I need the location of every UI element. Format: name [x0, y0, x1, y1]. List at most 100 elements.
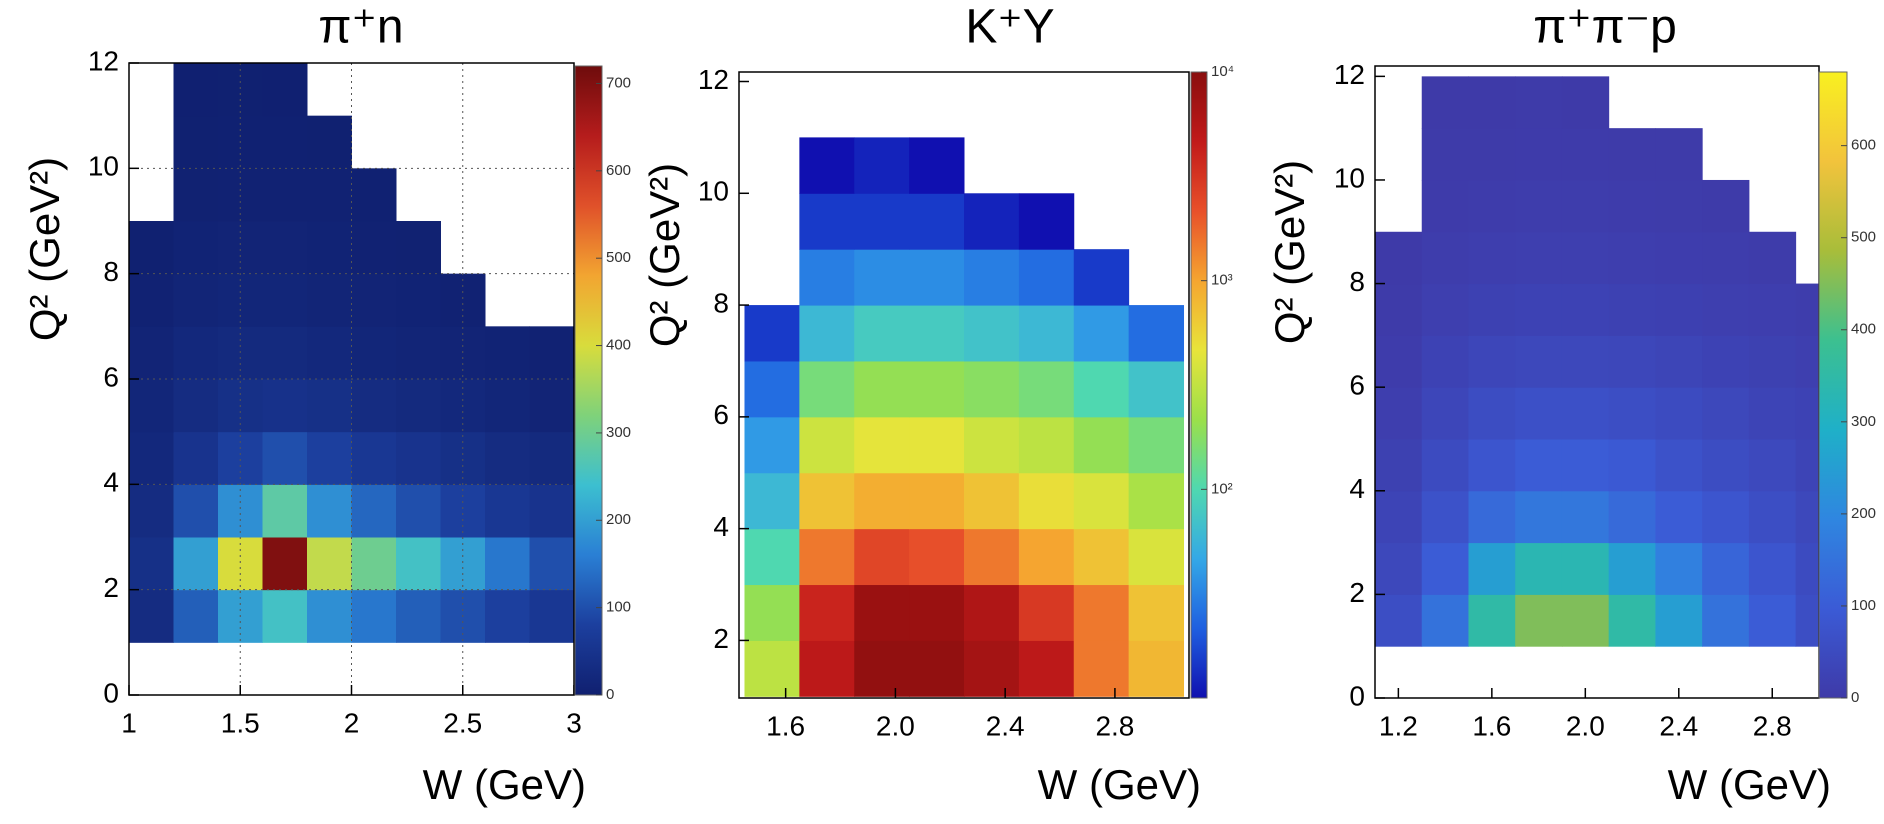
heatmap-cell — [485, 589, 530, 643]
y-tick-label: 8 — [103, 256, 119, 287]
x-tick-label: 2.4 — [1659, 710, 1698, 741]
heatmap-cell — [1702, 179, 1750, 233]
heatmap-cell — [1128, 584, 1185, 641]
heatmap-cell — [262, 115, 308, 169]
heatmap-cell — [799, 416, 855, 474]
y-tick-label: 6 — [713, 399, 729, 430]
heatmap-cell — [351, 589, 397, 643]
heatmap-cell — [1608, 128, 1656, 181]
heatmap-cell — [964, 472, 1020, 530]
heatmap-cell — [173, 326, 219, 380]
heatmap-cell — [396, 379, 441, 433]
heatmap-cell — [854, 416, 910, 474]
y-tick-label: 6 — [103, 361, 119, 392]
heatmap-cell — [1073, 305, 1130, 362]
heatmap-cell — [1515, 231, 1563, 285]
heatmap-cell — [1561, 76, 1610, 129]
heatmap-cell — [129, 379, 174, 433]
heatmap-cell — [1702, 387, 1750, 440]
x-tick-label: 2.0 — [876, 710, 915, 741]
heatmap-cell — [1018, 584, 1075, 641]
heatmap-cell — [529, 484, 575, 538]
x-tick-label: 1.6 — [1472, 710, 1511, 741]
colorbar-tick-label: 300 — [606, 424, 631, 441]
heatmap-cell — [307, 221, 352, 275]
heatmap-cell — [744, 528, 800, 586]
heatmap-cell — [396, 589, 441, 643]
heatmap-cell — [351, 273, 397, 327]
colorbar-tick-label: 10⁴ — [1211, 63, 1234, 80]
heatmap-cell — [744, 640, 800, 697]
heatmap-cell — [1515, 179, 1563, 233]
heatmap-cell — [799, 360, 855, 418]
heatmap-cell — [1795, 594, 1820, 647]
heatmap-cell — [799, 193, 855, 250]
heatmap-cell — [218, 537, 263, 591]
heatmap-cell — [1515, 490, 1563, 544]
heatmap-cell — [854, 640, 910, 697]
heatmap-cell — [1515, 438, 1563, 492]
heatmap-cell — [1515, 283, 1563, 336]
heatmap-cell — [173, 484, 219, 538]
y-tick-label: 2 — [103, 572, 119, 603]
heatmap-cell — [396, 431, 441, 485]
heatmap-cell — [307, 589, 352, 643]
heatmap-cell — [799, 137, 855, 194]
x-tick-label: 2.8 — [1095, 710, 1134, 741]
heatmap-cell — [351, 168, 397, 222]
heatmap-cell — [307, 273, 352, 327]
heatmap-cell — [1421, 335, 1469, 388]
x-tick-label: 1.5 — [221, 707, 260, 738]
heatmap-cell — [529, 537, 575, 591]
heatmap-cell — [1468, 335, 1516, 388]
heatmap-cell — [1421, 76, 1469, 129]
colorbar-tick-label: 700 — [606, 74, 631, 91]
heatmap-cell — [129, 221, 174, 275]
heatmap-cell — [1375, 335, 1423, 388]
x-tick-label: 2 — [344, 707, 360, 738]
heatmap-cell — [218, 63, 263, 117]
heatmap-cell — [1421, 594, 1469, 647]
y-axis-label: Q² (GeV²) — [641, 163, 688, 347]
heatmap-cell — [1515, 128, 1563, 181]
heatmap-cell — [1128, 640, 1185, 697]
heatmap-cell — [440, 537, 486, 591]
heatmap-cell — [1421, 179, 1469, 233]
x-tick-label: 2.5 — [443, 707, 482, 738]
heatmap-cell — [909, 472, 965, 530]
heatmap-cell — [218, 221, 263, 275]
heatmap-cell — [1655, 335, 1703, 388]
heatmap-cell — [173, 589, 219, 643]
heatmap-cell — [1073, 584, 1130, 641]
x-axis-label: W (GeV) — [1038, 761, 1201, 808]
heatmap-cell — [744, 360, 800, 418]
heatmap-cell — [1421, 387, 1469, 440]
heatmap-cell — [1795, 490, 1820, 544]
heatmap-cell — [964, 360, 1020, 418]
heatmap-cell — [1018, 472, 1075, 530]
x-tick-label: 1.2 — [1379, 710, 1418, 741]
heatmap-cell — [799, 249, 855, 306]
heatmap-cell — [307, 326, 352, 380]
heatmap-cell — [1421, 438, 1469, 492]
heatmap-cell — [307, 537, 352, 591]
heatmap-cell — [262, 326, 308, 380]
heatmap-cell — [744, 584, 800, 641]
heatmap-cell — [854, 360, 910, 418]
heatmap-cell — [909, 193, 965, 250]
colorbar-tick-label: 10² — [1211, 480, 1233, 497]
heatmap-cell — [1748, 387, 1797, 440]
heatmap-cell — [1795, 438, 1820, 492]
y-tick-label: 0 — [1349, 680, 1365, 711]
heatmap-cell — [1421, 283, 1469, 336]
x-tick-label: 2.4 — [986, 710, 1025, 741]
heatmap-cell — [1655, 594, 1703, 647]
x-tick-label: 1.6 — [766, 710, 805, 741]
y-tick-label: 4 — [103, 467, 119, 498]
heatmap-cell — [1748, 283, 1797, 336]
colorbar-tick-label: 500 — [1851, 229, 1876, 246]
heatmap-cell — [1018, 360, 1075, 418]
colorbar — [1818, 71, 1848, 699]
heatmap-cell — [1561, 490, 1610, 544]
chart-title: K⁺Y — [965, 1, 1054, 54]
